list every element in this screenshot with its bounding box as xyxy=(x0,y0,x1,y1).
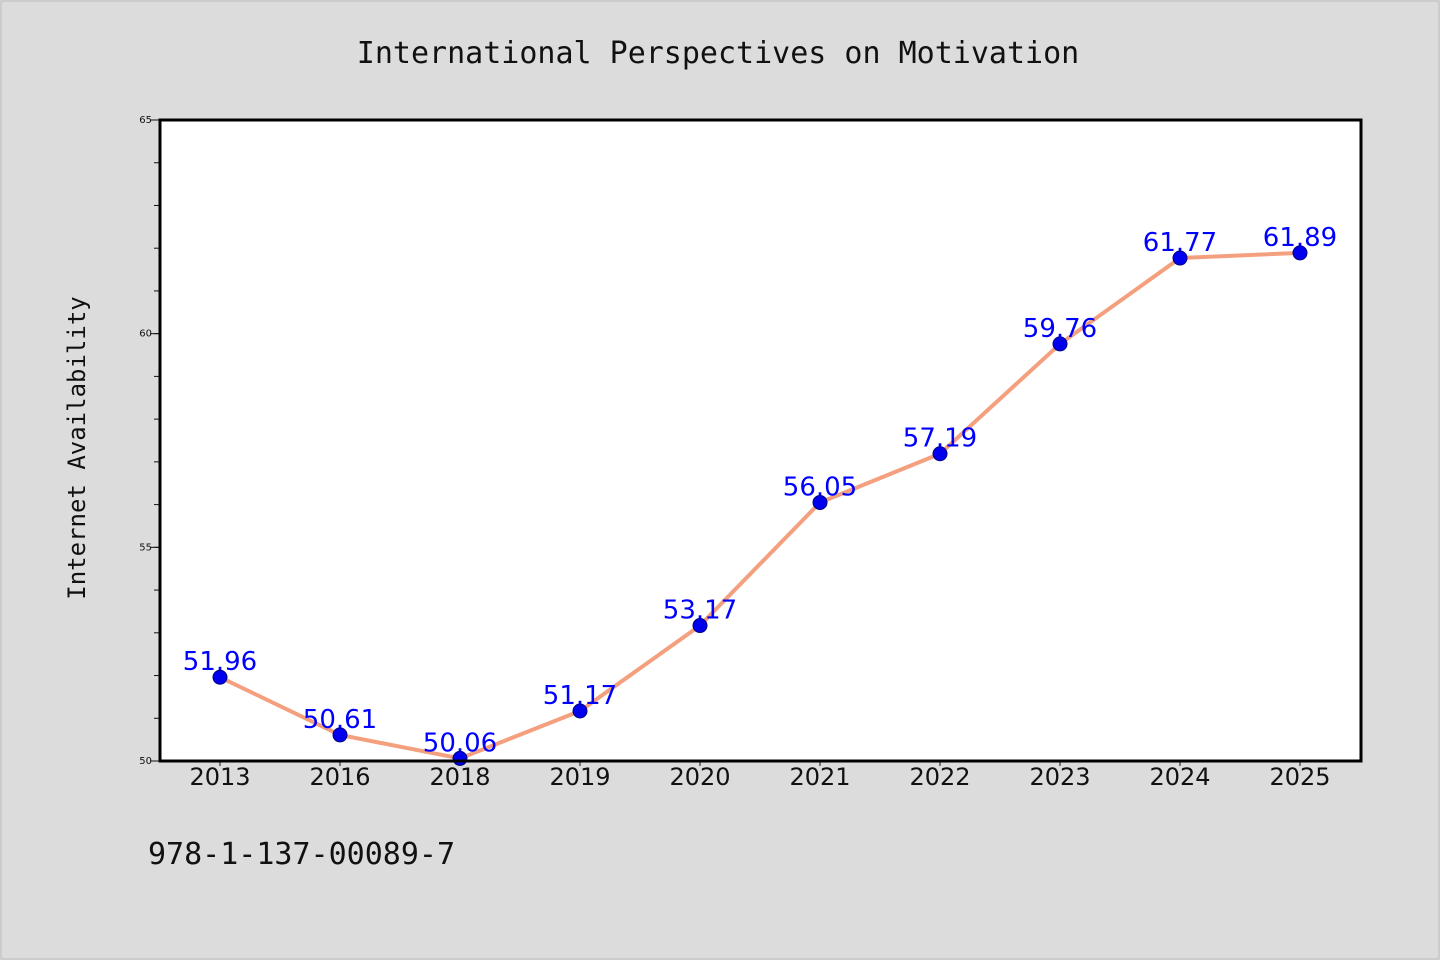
data-label: 61.89 xyxy=(1263,223,1337,253)
data-point xyxy=(332,727,348,743)
x-tick-label: 2019 xyxy=(549,763,610,791)
x-tick-label: 2021 xyxy=(789,763,850,791)
x-tick-label: 2018 xyxy=(429,763,490,791)
isbn-label: 978-1-137-00089-7 xyxy=(148,837,455,872)
data-point xyxy=(212,669,228,685)
series-group: 51.96 50.61 50.06 51.17 53.17 56.05 57.19 59.76… xyxy=(183,223,1337,766)
y-axis-ticks: 50 55 60 65 xyxy=(139,115,160,767)
data-point xyxy=(572,703,588,719)
x-tick-label: 2022 xyxy=(909,763,970,791)
x-tick-label: 2013 xyxy=(189,763,250,791)
data-label: 56.05 xyxy=(783,472,857,502)
x-tick-label: 2025 xyxy=(1269,763,1330,791)
data-point xyxy=(1052,336,1068,352)
data-label: 50.06 xyxy=(423,728,497,758)
data-label: 51.17 xyxy=(543,681,617,711)
data-label: 57.19 xyxy=(903,424,977,454)
data-label: 53.17 xyxy=(663,596,737,626)
data-label: 59.76 xyxy=(1023,314,1097,344)
x-tick-label: 2020 xyxy=(669,763,730,791)
y-tick-label: 50 xyxy=(139,756,152,767)
data-point xyxy=(1292,245,1308,261)
data-point xyxy=(812,494,828,510)
y-tick-label: 60 xyxy=(139,329,152,340)
plot-area xyxy=(160,120,1361,761)
y-axis-label: Internet Availability xyxy=(63,296,91,599)
series-line xyxy=(218,250,1302,761)
y-tick-label: 55 xyxy=(139,542,152,553)
plot-frame xyxy=(158,118,1363,763)
data-point xyxy=(1172,250,1188,266)
data-point xyxy=(932,446,948,462)
data-label: 51.96 xyxy=(183,647,257,677)
x-tick-label: 2023 xyxy=(1029,763,1090,791)
y-tick-label: 65 xyxy=(139,115,152,126)
chart-title: International Perspectives on Motivation xyxy=(357,36,1079,71)
data-label: 61.77 xyxy=(1143,228,1217,258)
x-axis-ticks: 2013 2016 2018 2019 2020 2021 2022 2023 2024 2025 xyxy=(189,761,1331,791)
data-point xyxy=(692,618,708,634)
x-tick-label: 2016 xyxy=(309,763,370,791)
x-tick-label: 2024 xyxy=(1149,763,1210,791)
data-label: 50.61 xyxy=(303,705,377,735)
